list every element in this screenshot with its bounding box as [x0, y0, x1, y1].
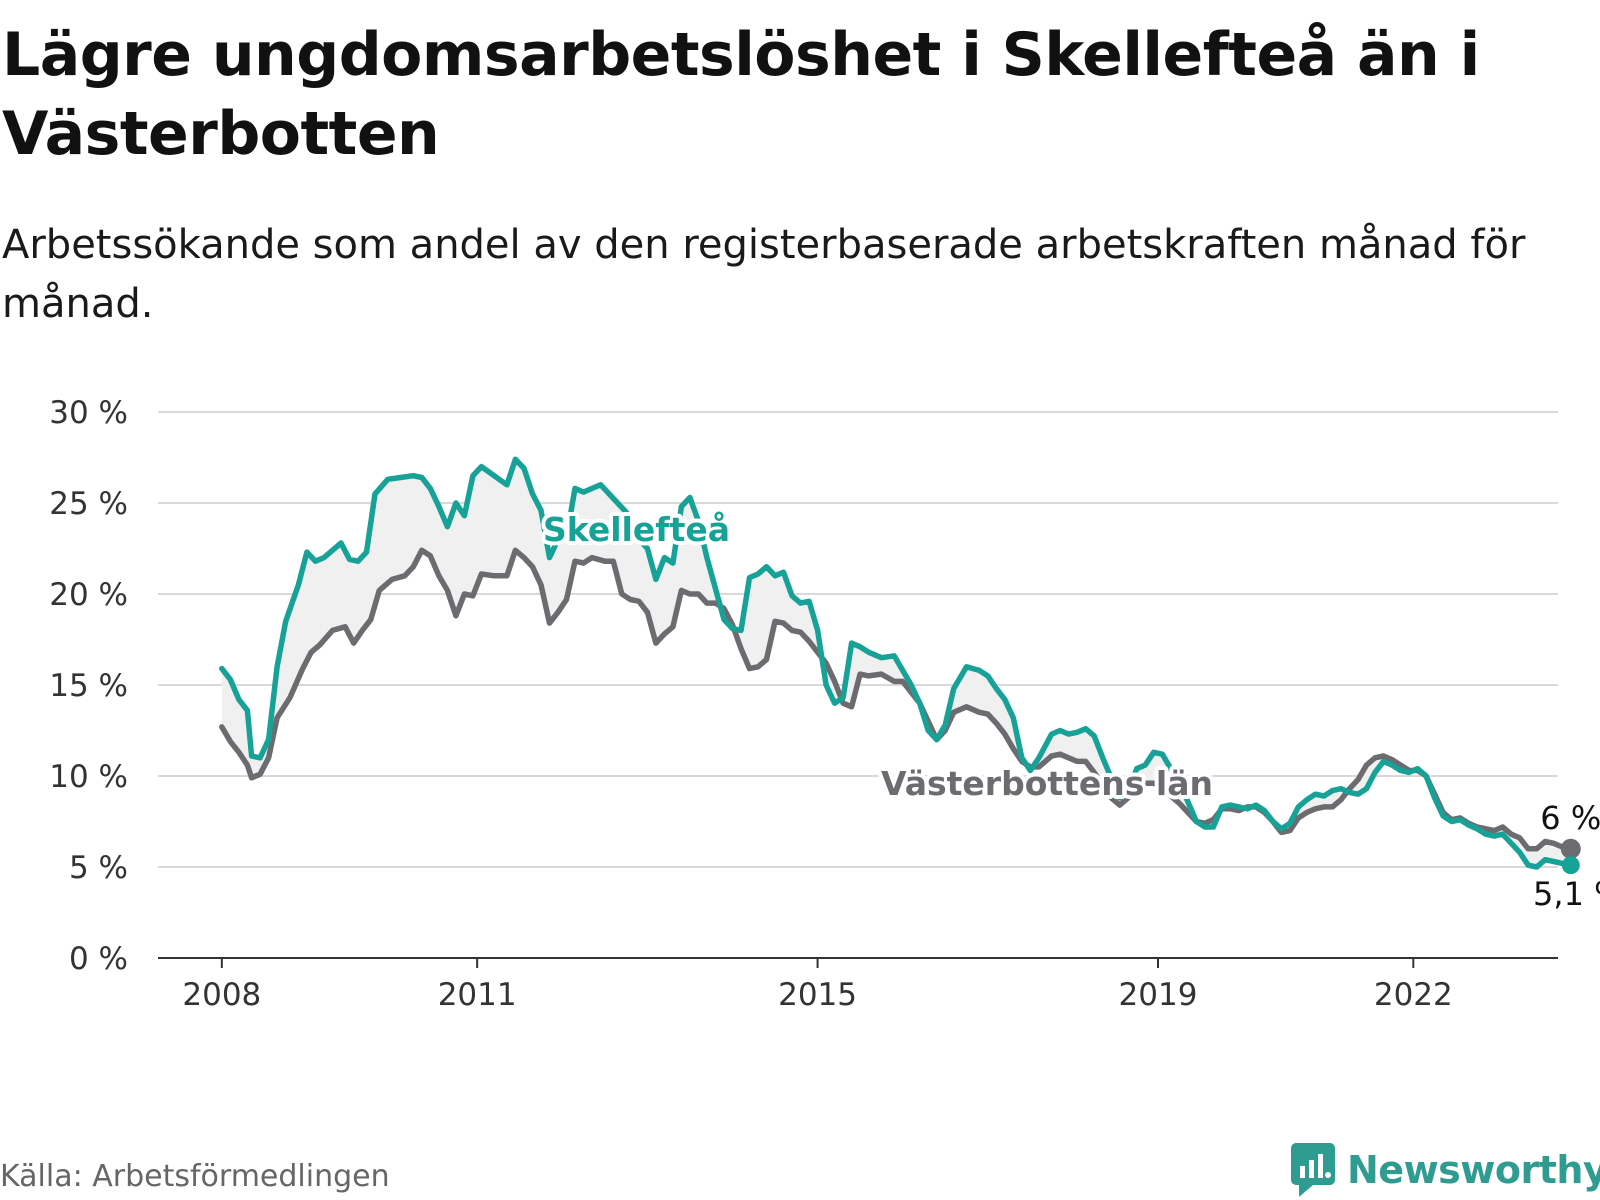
gridlines — [158, 411, 1558, 868]
series-line-skelleftea — [219, 456, 1574, 870]
series-line-vasterbotten — [219, 547, 1574, 852]
series-lines — [219, 456, 1574, 870]
y-tick-label: 5 % — [69, 850, 128, 886]
y-tick-label: 10 % — [49, 759, 128, 795]
x-tick-label: 2011 — [438, 977, 517, 1013]
newsworthy-logo-icon — [1291, 1143, 1335, 1197]
y-tick-label: 0 % — [69, 941, 128, 977]
y-tick-label: 20 % — [49, 577, 128, 613]
end-marker-skelleftea — [1561, 856, 1580, 875]
brand-name: Newsworthy — [1347, 1148, 1600, 1192]
x-tick-label: 2022 — [1374, 977, 1453, 1013]
y-axis-ticks: 0 % 5 % 10 % 15 % 20 % 25 % 30 % — [49, 395, 128, 977]
y-tick-label: 15 % — [49, 668, 128, 704]
end-label-skelleftea: 5,1 % — [1533, 875, 1600, 913]
chart-subtitle: Arbetssökande som andel av den registerb… — [2, 222, 1526, 327]
end-label-vasterbotten: 6 % — [1540, 799, 1600, 837]
series-label-skelleftea: Skellefteå — [543, 510, 730, 549]
y-tick-label: 25 % — [49, 486, 128, 522]
source-note: Källa: Arbetsförmedlingen — [0, 1159, 390, 1194]
y-tick-label: 30 % — [49, 395, 128, 431]
end-marker-vasterbotten — [1560, 838, 1581, 859]
x-tick-label: 2015 — [778, 977, 857, 1013]
end-markers: 6 % 5,1 % — [1533, 799, 1600, 913]
x-tick-label: 2008 — [182, 977, 261, 1013]
x-tick-label: 2019 — [1119, 977, 1198, 1013]
series-label-vasterbotten: Västerbottens län — [881, 764, 1213, 803]
x-axis-ticks: 2008 2011 2015 2019 2022 — [182, 958, 1453, 1013]
brand-logo: Newsworthy — [1289, 1141, 1600, 1199]
chart-title: Lägre ungdomsarbetslöshet i Skellefteå ä… — [2, 20, 1480, 169]
